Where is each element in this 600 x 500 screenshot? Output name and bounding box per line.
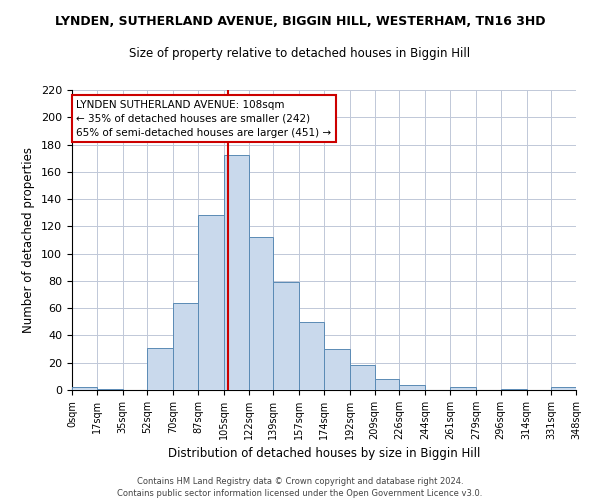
Bar bbox=[173, 302, 198, 390]
Bar bbox=[148, 348, 173, 390]
Bar bbox=[248, 238, 274, 390]
Bar bbox=[198, 216, 224, 390]
Bar bbox=[97, 388, 122, 390]
Text: Contains HM Land Registry data © Crown copyright and database right 2024.: Contains HM Land Registry data © Crown c… bbox=[137, 478, 463, 486]
Bar bbox=[324, 349, 350, 390]
Bar bbox=[400, 384, 425, 390]
Text: Size of property relative to detached houses in Biggin Hill: Size of property relative to detached ho… bbox=[130, 48, 470, 60]
Text: Contains public sector information licensed under the Open Government Licence v3: Contains public sector information licen… bbox=[118, 489, 482, 498]
Bar bbox=[350, 366, 374, 390]
Bar bbox=[374, 379, 400, 390]
Bar bbox=[72, 388, 97, 390]
Bar bbox=[224, 156, 248, 390]
Text: LYNDEN SUTHERLAND AVENUE: 108sqm
← 35% of detached houses are smaller (242)
65% : LYNDEN SUTHERLAND AVENUE: 108sqm ← 35% o… bbox=[76, 100, 331, 138]
Bar bbox=[299, 322, 324, 390]
Bar bbox=[551, 388, 576, 390]
Bar bbox=[450, 388, 476, 390]
Bar bbox=[274, 282, 299, 390]
X-axis label: Distribution of detached houses by size in Biggin Hill: Distribution of detached houses by size … bbox=[168, 448, 480, 460]
Y-axis label: Number of detached properties: Number of detached properties bbox=[22, 147, 35, 333]
Text: LYNDEN, SUTHERLAND AVENUE, BIGGIN HILL, WESTERHAM, TN16 3HD: LYNDEN, SUTHERLAND AVENUE, BIGGIN HILL, … bbox=[55, 15, 545, 28]
Bar bbox=[500, 388, 527, 390]
